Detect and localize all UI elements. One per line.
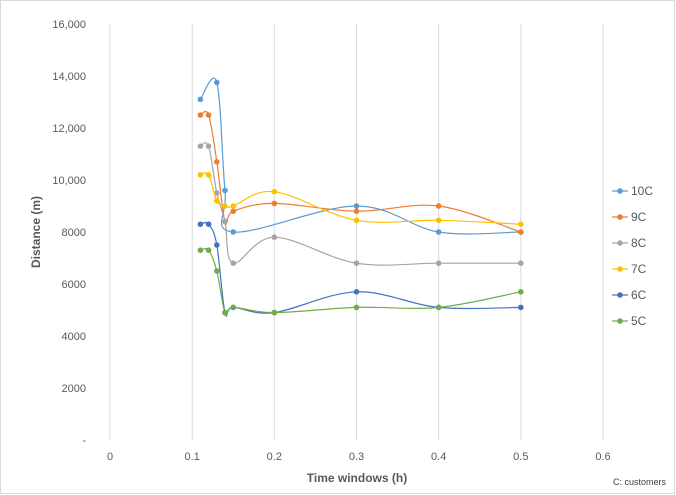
data-point — [222, 203, 228, 209]
data-point — [214, 190, 220, 196]
data-point — [353, 217, 360, 224]
data-point — [214, 268, 220, 274]
x-tick-label: 0.4 — [431, 451, 446, 463]
data-point — [197, 96, 204, 103]
series-line — [200, 142, 521, 266]
data-point — [205, 247, 212, 253]
data-point — [205, 221, 212, 227]
data-point — [435, 260, 442, 267]
data-point — [205, 143, 212, 149]
series-line — [200, 110, 522, 233]
legend-label: 5C — [631, 314, 647, 328]
series-9C — [197, 110, 524, 235]
legend-item: 8C — [612, 236, 647, 250]
legend-item: 7C — [612, 262, 647, 276]
legend-marker — [617, 240, 623, 246]
y-axis-title: Distance (m) — [29, 196, 43, 268]
axes: 0 0.1 0.2 0.3 0.4 0.5 0.6 - 2000 4000 6000 8000 10,0… — [52, 19, 610, 463]
series-10C — [197, 77, 524, 235]
data-point — [518, 260, 524, 267]
series-line — [200, 172, 521, 225]
series-5C — [197, 247, 524, 316]
x-tick-label: 0.1 — [185, 451, 200, 463]
legend-item: 10C — [612, 184, 653, 198]
data-point — [205, 172, 212, 178]
legend-marker — [617, 318, 623, 324]
data-point — [222, 187, 228, 194]
data-point — [214, 198, 220, 204]
data-point — [435, 217, 442, 224]
y-tick-label: - — [82, 435, 86, 447]
data-point — [435, 203, 442, 209]
data-point — [271, 200, 278, 207]
data-point — [271, 309, 278, 316]
legend-item: 6C — [612, 288, 647, 302]
data-point — [353, 304, 360, 311]
legend-label: 7C — [631, 262, 647, 276]
series-line — [200, 248, 521, 315]
data-point — [353, 203, 360, 209]
data-point — [214, 159, 220, 165]
data-point — [230, 208, 237, 214]
data-point — [271, 234, 278, 240]
data-point — [197, 112, 204, 118]
data-point — [271, 188, 278, 195]
legend-item: 5C — [612, 314, 647, 328]
data-point — [205, 112, 212, 118]
y-tick-label: 14,000 — [52, 71, 86, 83]
footnote: C: customers — [613, 477, 667, 487]
legend-label: 6C — [631, 288, 647, 302]
y-tick-label: 10,000 — [52, 175, 86, 187]
y-tick-label: 2000 — [62, 383, 86, 395]
legend-label: 9C — [631, 210, 647, 224]
data-point — [222, 309, 228, 316]
data-point — [230, 304, 237, 311]
data-point — [230, 203, 237, 209]
y-tick-label: 8000 — [62, 227, 86, 239]
data-point — [518, 229, 524, 235]
legend-label: 10C — [631, 184, 653, 198]
data-point — [353, 260, 360, 267]
grid-lines — [109, 24, 604, 440]
y-tick-label: 4000 — [62, 331, 86, 343]
data-point — [435, 229, 442, 235]
data-point — [518, 289, 524, 295]
data-point — [197, 172, 204, 178]
y-tick-label: 6000 — [62, 279, 86, 291]
x-tick-label: 0.5 — [513, 451, 528, 463]
y-tick-label: 12,000 — [52, 123, 86, 135]
x-tick-label: 0.3 — [349, 451, 364, 463]
x-axis-title: Time windows (h) — [307, 471, 407, 485]
data-point — [435, 304, 442, 311]
legend-item: 9C — [612, 210, 647, 224]
legend-marker — [617, 214, 623, 220]
legend-marker — [617, 188, 623, 194]
data-point — [230, 260, 237, 267]
x-tick-label: 0.2 — [267, 451, 282, 463]
series-layer — [197, 77, 524, 317]
legend-label: 8C — [631, 236, 647, 250]
data-point — [518, 221, 524, 227]
data-point — [353, 208, 360, 214]
series-8C — [197, 142, 524, 267]
legend: 10C 9C 8C 7C 6C 5C — [612, 184, 653, 328]
data-point — [214, 242, 220, 248]
data-point — [214, 79, 220, 86]
x-tick-label: 0.6 — [595, 451, 610, 463]
data-point — [353, 289, 360, 295]
data-point — [197, 247, 204, 253]
y-tick-label: 16,000 — [52, 19, 86, 31]
x-tick-label: 0 — [107, 451, 113, 463]
data-point — [230, 229, 237, 235]
data-point — [197, 221, 204, 227]
data-point — [518, 304, 524, 311]
data-point — [197, 143, 204, 149]
data-point — [222, 218, 228, 225]
legend-marker — [617, 266, 623, 272]
series-7C — [197, 172, 524, 227]
legend-marker — [617, 292, 623, 298]
